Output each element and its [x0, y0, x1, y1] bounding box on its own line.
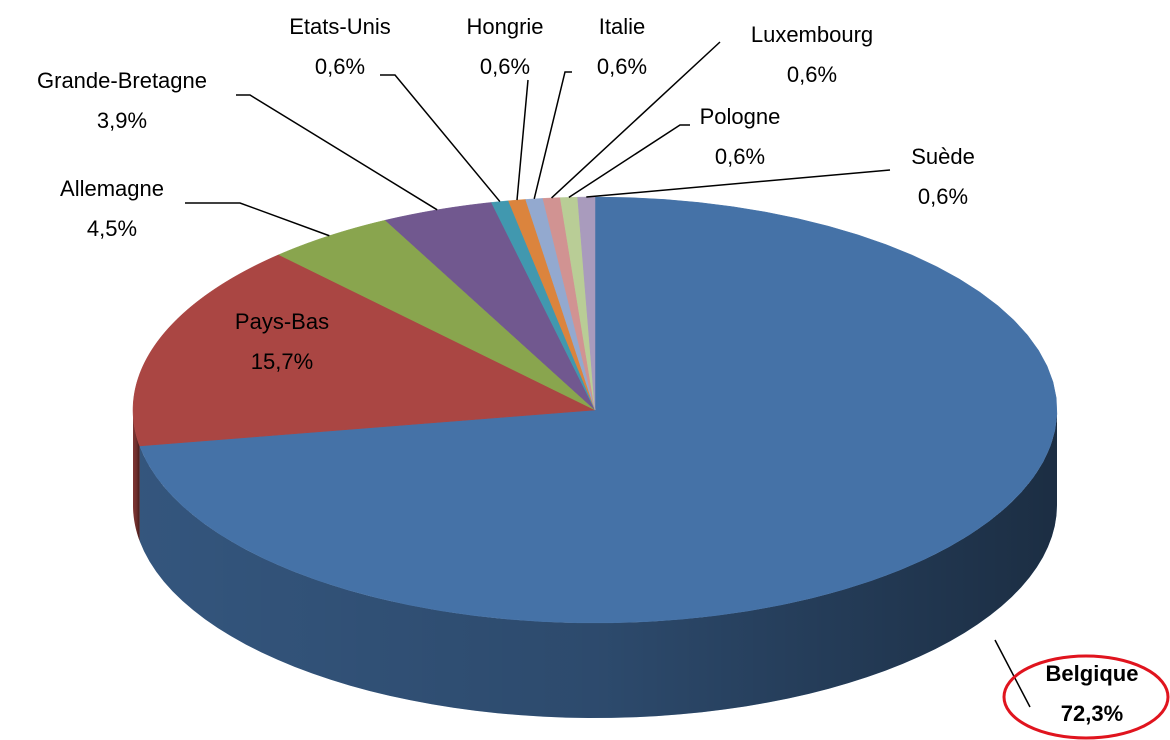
slice-side-shade: [139, 410, 1057, 718]
leader-line: [994, 639, 1031, 708]
leader-line: [568, 124, 690, 198]
label-value: 3,9%: [97, 108, 147, 133]
leader-line: [516, 79, 529, 201]
leader-line: [236, 94, 438, 211]
label-name: Allemagne: [60, 176, 164, 201]
slice: [139, 196, 1058, 624]
label-name: Pays-Bas: [235, 309, 329, 334]
slice: [559, 196, 596, 411]
label-value: 0,6%: [787, 62, 837, 87]
label-value: 15,7%: [251, 349, 313, 374]
label-value: 4,5%: [87, 216, 137, 241]
label-name: Luxembourg: [751, 22, 873, 47]
label-value: 0,6%: [480, 54, 530, 79]
leader-line: [380, 74, 501, 203]
labels: Belgique 72,3% Pays-Bas 15,7% Allemagne 4,5% G…: [37, 14, 1138, 726]
slice-side-shade: [133, 410, 140, 541]
label-name: Etats-Unis: [289, 14, 390, 39]
pie-sides: [133, 410, 1057, 718]
leader-line: [586, 169, 891, 198]
label-name: Suède: [911, 144, 975, 169]
label-value: 0,6%: [715, 144, 765, 169]
label-value: 72,3%: [1061, 701, 1123, 726]
slice: [508, 199, 596, 411]
slice: [132, 254, 596, 447]
highlight-circle: [1002, 654, 1170, 740]
pie-tops: [132, 196, 1058, 624]
slice: [278, 219, 596, 411]
label-name: Italie: [599, 14, 645, 39]
leader-lines: [185, 41, 1031, 708]
label-name: Hongrie: [466, 14, 543, 39]
leader-line: [533, 71, 572, 200]
label-value: 0,6%: [597, 54, 647, 79]
label-name: Belgique: [1046, 661, 1139, 686]
label-value: 0,6%: [315, 54, 365, 79]
leader-line: [185, 202, 330, 237]
label-value: 0,6%: [918, 184, 968, 209]
leader-line: [551, 41, 721, 199]
label-name: Grande-Bretagne: [37, 68, 207, 93]
label-name: Pologne: [700, 104, 781, 129]
